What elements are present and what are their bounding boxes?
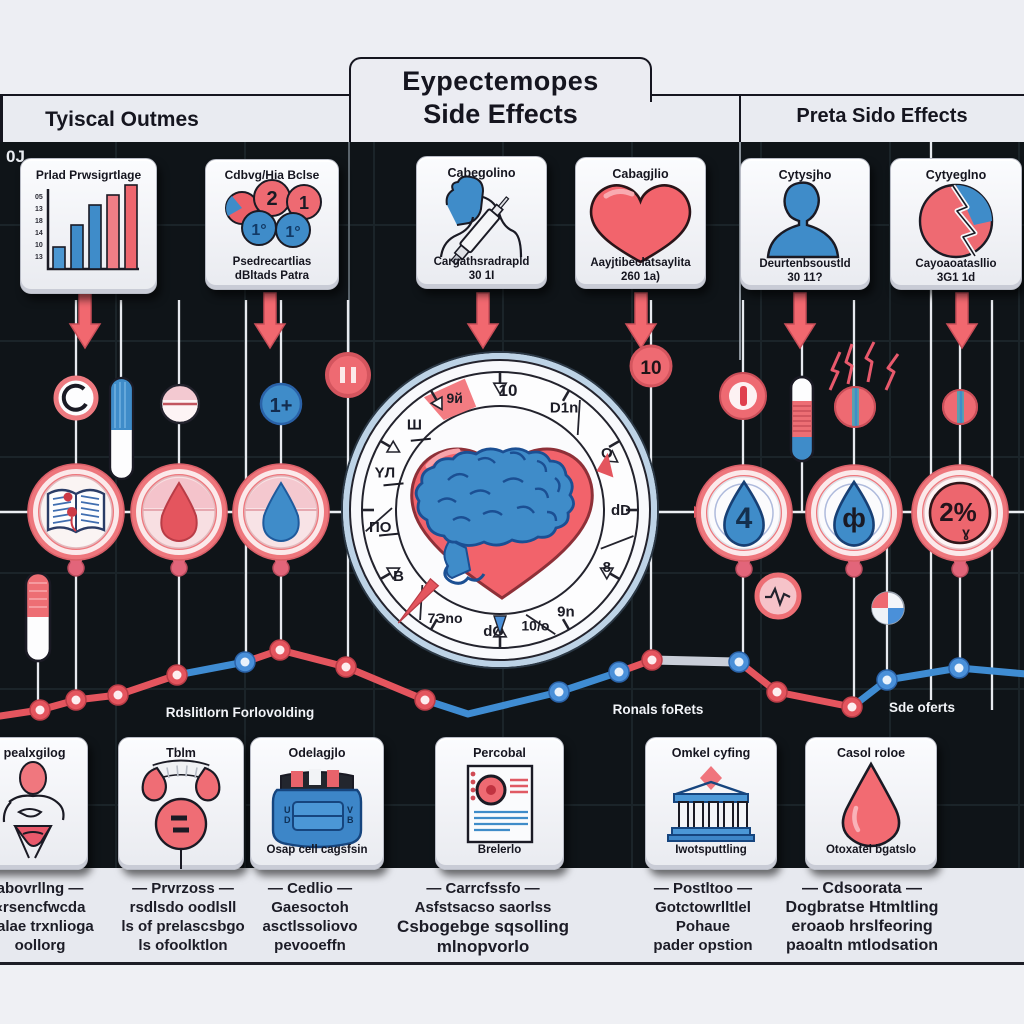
svg-text:B: B [347,815,354,825]
svg-text:9й: 9й [446,390,462,406]
svg-text:ɣ: ɣ [962,524,970,540]
svg-text:ПO: ПO [369,519,392,536]
svg-text:8: 8 [603,559,611,576]
svg-text:1: 1 [299,193,309,213]
svg-text:1+: 1+ [270,395,293,417]
svg-text:10/o: 10/o [521,618,549,634]
svg-text:14: 14 [35,230,43,237]
svg-text:1°: 1° [251,222,266,239]
svg-text:B: B [393,568,404,585]
svg-text:Sde oferts: Sde oferts [889,700,955,715]
svg-text:dD: dD [611,502,631,519]
svg-text:9n: 9n [557,604,575,621]
svg-text:O: O [601,445,613,462]
svg-text:4: 4 [736,502,753,535]
svg-text:2%: 2% [939,497,977,527]
svg-text:Ronals foRets: Ronals foRets [613,702,704,717]
svg-text:18: 18 [35,218,43,225]
svg-text:Ш: Ш [407,416,422,433]
svg-text:D1n: D1n [550,399,578,416]
svg-text:0J: 0J [6,147,25,166]
svg-text:1°: 1° [285,224,300,241]
svg-text:10: 10 [499,381,518,400]
svg-text:13: 13 [35,206,43,213]
svg-text:10: 10 [35,242,43,249]
svg-text:ф: ф [842,503,866,533]
svg-text:05: 05 [35,194,43,201]
svg-text:13: 13 [35,254,43,261]
svg-text:10: 10 [640,358,661,379]
svg-text:V: V [347,805,353,815]
svg-text:YЛ: YЛ [375,465,396,482]
svg-text:Rdslitlorn Forlovolding: Rdslitlorn Forlovolding [166,705,315,720]
svg-text:D: D [284,815,291,825]
svg-text:7Эno: 7Эno [428,610,463,626]
svg-text:2: 2 [266,188,277,210]
svg-text:U: U [284,805,291,815]
